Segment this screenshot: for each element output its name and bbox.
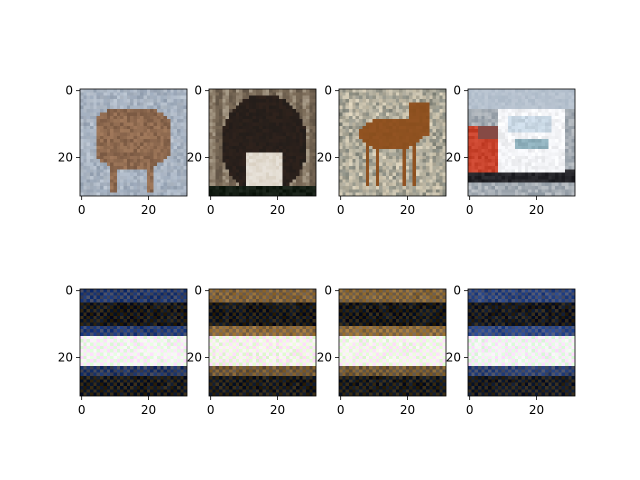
y-tick-label: 0 [65, 84, 73, 98]
generated-noise-image [209, 289, 317, 397]
axes-frame [338, 288, 447, 397]
axes-frame [467, 88, 576, 197]
x-tick-label: 20 [270, 403, 285, 417]
x-tick-label: 20 [270, 203, 285, 217]
x-tick-label: 0 [207, 403, 215, 417]
photo-deer-image [339, 89, 447, 197]
image-panel-0-3: 0 0 20 20 [446, 84, 576, 217]
y-tick-label: 0 [194, 284, 202, 298]
x-tick-label: 20 [141, 403, 156, 417]
axes-frame [208, 288, 317, 397]
y-tick-label: 20 [187, 151, 202, 165]
generated-noise-image [339, 289, 447, 397]
y-tick-label: 20 [187, 351, 202, 365]
y-tick-label: 0 [65, 284, 73, 298]
photo-truck-image [468, 89, 576, 197]
x-tick-label: 0 [78, 403, 86, 417]
image-panel-1-0: 0 0 20 20 [58, 284, 188, 417]
image-panel-0-1: 0 0 20 20 [187, 84, 317, 217]
y-tick-label: 20 [58, 351, 73, 365]
x-tick-label: 20 [529, 403, 544, 417]
x-tick-label: 0 [337, 203, 345, 217]
x-tick-label: 20 [529, 203, 544, 217]
x-tick-label: 0 [466, 403, 474, 417]
x-tick-label: 0 [466, 203, 474, 217]
generated-noise-image [468, 289, 576, 397]
image-panel-0-2: 0 0 20 20 [317, 84, 447, 217]
axes-frame [208, 88, 317, 197]
photo-dog-image [209, 89, 317, 197]
image-panel-1-2: 0 0 20 20 [317, 284, 447, 417]
y-tick-label: 0 [194, 84, 202, 98]
y-tick-label: 20 [446, 151, 461, 165]
generated-noise-image [80, 289, 188, 397]
y-tick-label: 20 [58, 151, 73, 165]
x-tick-label: 0 [337, 403, 345, 417]
y-tick-label: 0 [453, 284, 461, 298]
x-tick-label: 0 [78, 203, 86, 217]
axes-frame [79, 288, 188, 397]
x-tick-label: 0 [207, 203, 215, 217]
x-tick-label: 20 [400, 203, 415, 217]
photo-bull-image [80, 89, 188, 197]
y-tick-label: 20 [446, 351, 461, 365]
y-tick-label: 20 [317, 151, 332, 165]
image-panel-1-1: 0 0 20 20 [187, 284, 317, 417]
image-panel-0-0: 0 0 20 20 [58, 84, 188, 217]
y-tick-label: 0 [324, 84, 332, 98]
axes-frame [338, 88, 447, 197]
y-tick-label: 0 [324, 284, 332, 298]
axes-frame [467, 288, 576, 397]
y-tick-label: 20 [317, 351, 332, 365]
x-tick-label: 20 [400, 403, 415, 417]
y-tick-label: 0 [453, 84, 461, 98]
x-tick-label: 20 [141, 203, 156, 217]
image-panel-1-3: 0 0 20 20 [446, 284, 576, 417]
axes-frame [79, 88, 188, 197]
